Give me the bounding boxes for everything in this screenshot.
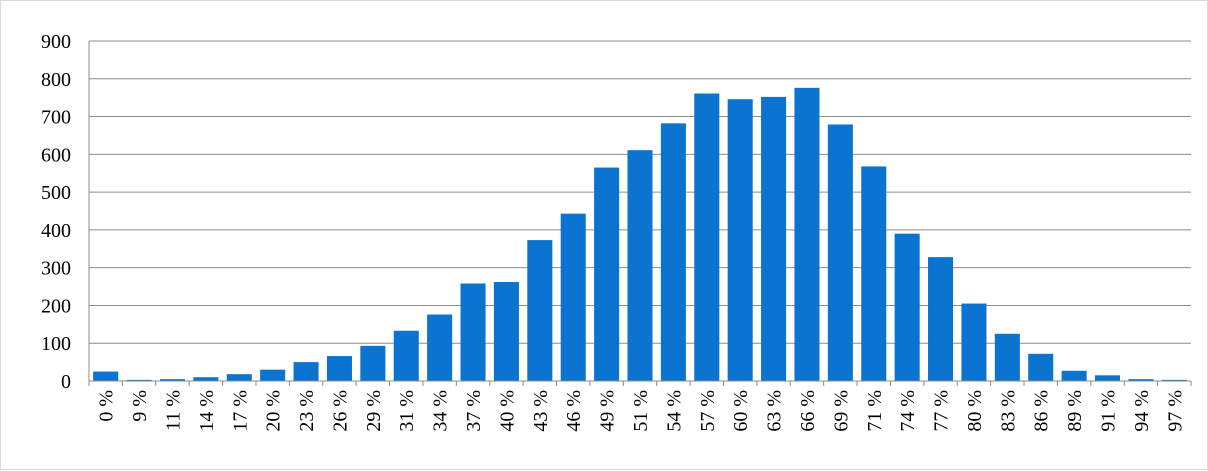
x-tick-label: 51 %: [630, 390, 652, 432]
bar: [560, 213, 586, 381]
bar: [761, 96, 787, 382]
x-tick-label: 43 %: [530, 390, 552, 432]
x-tick-label: 57 %: [697, 390, 719, 432]
x-tick-label: 83 %: [997, 390, 1019, 432]
x-tick-label: 31 %: [396, 390, 418, 432]
bars: [93, 87, 1187, 382]
bar: [226, 374, 252, 381]
bar: [994, 333, 1020, 381]
bar: [193, 377, 219, 381]
bar: [126, 379, 152, 381]
y-tick-label: 300: [41, 258, 71, 280]
x-tick-label: 63 %: [764, 390, 786, 432]
x-tick-label: 54 %: [663, 390, 685, 432]
x-tick-label: 86 %: [1031, 390, 1053, 432]
x-tick-label: 11 %: [162, 390, 184, 431]
x-tick-label: 26 %: [329, 390, 351, 432]
x-tick-label: 20 %: [263, 390, 285, 432]
bar: [293, 362, 319, 381]
bar: [894, 233, 920, 381]
y-tick-label: 500: [41, 182, 71, 204]
bar: [794, 87, 820, 381]
bar: [961, 303, 987, 381]
bar: [694, 93, 720, 381]
bar: [393, 330, 419, 381]
bar: [460, 283, 486, 381]
bar: [660, 123, 686, 381]
bar: [360, 345, 386, 381]
bar: [93, 371, 119, 381]
x-tick-label: 34 %: [430, 390, 452, 432]
bar: [827, 124, 853, 381]
y-axis: 0 100 200 300 400 500 600 700 800 900: [41, 31, 90, 393]
bar: [1128, 379, 1154, 381]
x-tick-label: 46 %: [563, 390, 585, 432]
x-tick-label: 89 %: [1064, 390, 1086, 432]
y-tick-label: 800: [41, 69, 71, 91]
y-tick-label: 400: [41, 220, 71, 242]
bar: [594, 167, 620, 381]
bar: [727, 99, 753, 381]
y-tick-label: 700: [41, 107, 71, 129]
bar: [1028, 353, 1054, 381]
bar: [1061, 370, 1087, 381]
x-tick-label: 60 %: [730, 390, 752, 432]
x-tick-label: 23 %: [296, 390, 318, 432]
x-tick-label: 9 %: [129, 390, 151, 422]
x-tick-label: 0 %: [96, 390, 118, 422]
x-tick-label: 37 %: [463, 390, 485, 432]
bar: [928, 257, 954, 381]
x-tick-label: 80 %: [964, 390, 986, 432]
bar: [1094, 375, 1121, 381]
x-tick-label: 97 %: [1164, 390, 1186, 432]
x-axis: 0 % 9 % 11 % 14 % 17 % 20 % 23 % 26 % 29 % 31 % 34…: [88, 380, 1192, 432]
bar: [260, 369, 286, 381]
y-tick-label: 200: [41, 295, 71, 317]
x-tick-label: 49 %: [597, 390, 619, 432]
y-tick-label: 600: [41, 144, 71, 166]
x-tick-label: 71 %: [864, 390, 886, 432]
x-tick-label: 17 %: [229, 390, 251, 432]
bar: [326, 356, 352, 381]
bar: [493, 282, 519, 381]
y-tick-label: 0: [61, 371, 71, 393]
x-tick-label: 74 %: [897, 390, 919, 432]
bar: [159, 379, 186, 381]
x-tick-label: 91 %: [1098, 390, 1120, 432]
x-tick-label: 66 %: [797, 390, 819, 432]
x-tick-label: 29 %: [363, 390, 385, 432]
y-tick-label: 100: [41, 333, 71, 355]
bar: [627, 150, 653, 381]
y-tick-label: 900: [41, 31, 71, 53]
bar: [861, 166, 887, 381]
x-tick-label: 14 %: [196, 390, 218, 432]
bar: [1161, 379, 1187, 381]
x-tick-label: 77 %: [931, 390, 953, 432]
bar: [427, 314, 453, 381]
x-tick-label: 40 %: [496, 390, 518, 432]
x-tick-label: 69 %: [830, 390, 852, 432]
x-tick-label: 94 %: [1131, 390, 1153, 432]
bar: [527, 240, 553, 381]
